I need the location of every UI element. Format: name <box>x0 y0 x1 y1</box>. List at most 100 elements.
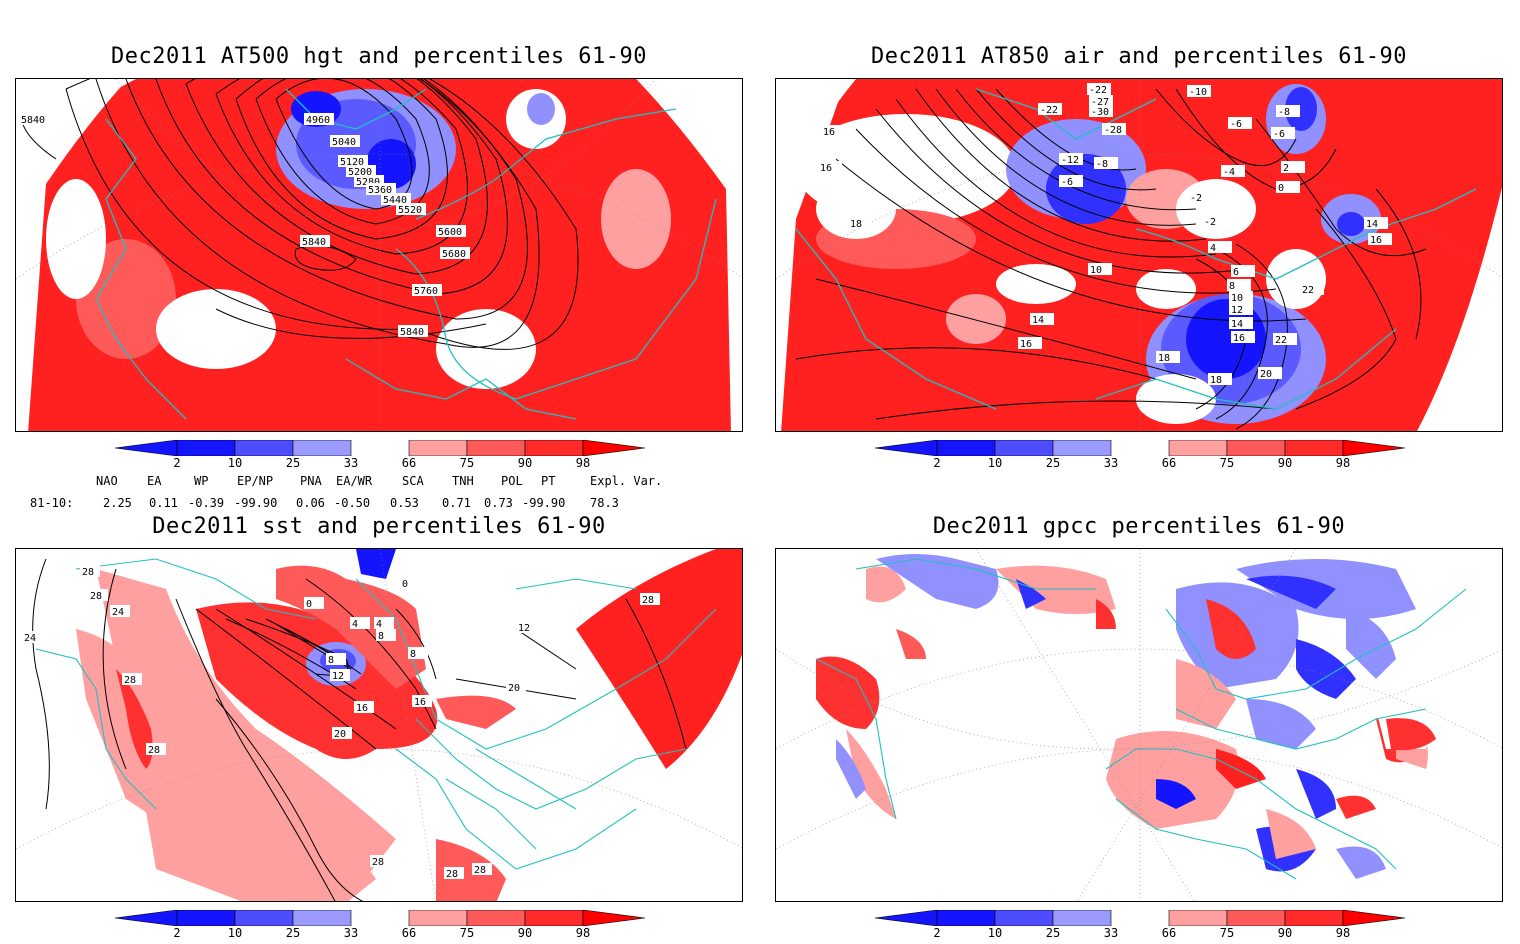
panel4-title: Dec2011 gpcc percentiles 61-90 <box>932 514 1346 539</box>
p3-label: 0 <box>402 579 408 590</box>
p3-label: 8 <box>378 631 384 642</box>
colorbar-top-right: 2 10 25 33 66 75 90 98 <box>875 440 1405 474</box>
p2-label: -27 <box>1091 97 1109 108</box>
p2-label: 10 <box>1090 265 1102 276</box>
p3-label: 28 <box>148 745 160 756</box>
cbar-tick: 98 <box>1335 926 1351 940</box>
cbar-tick: 10 <box>227 456 243 470</box>
p3-label: 20 <box>508 683 520 694</box>
p2-label: -6 <box>1230 119 1242 130</box>
stats-row-label: 81-10: <box>30 496 74 510</box>
p2-label: 4 <box>1210 243 1216 254</box>
stats-header-nao: NAO <box>96 474 118 488</box>
panel2-title: Dec2011 AT850 air and percentiles 61-90 <box>870 44 1408 69</box>
cbar-tick: 98 <box>575 456 591 470</box>
stats-value: 2.25 <box>103 496 132 510</box>
stats-value: -0.50 <box>334 496 371 510</box>
p3-label: 16 <box>414 697 426 708</box>
p2-label: -8 <box>1096 159 1108 170</box>
p1-label: 5120 <box>340 157 364 168</box>
p2-label: 14 <box>1032 315 1044 326</box>
p3-label: 16 <box>356 703 368 714</box>
p1-label: 5600 <box>438 227 462 238</box>
p3-label: 24 <box>24 633 36 644</box>
p1-label: 5840 <box>21 115 45 126</box>
p3-label: 28 <box>124 675 136 686</box>
p3-label: 8 <box>328 655 334 666</box>
p3-label: 8 <box>410 649 416 660</box>
p2-label: 16 <box>1020 339 1032 350</box>
stats-header-explvar: Expl. Var. <box>590 474 663 488</box>
p1-label: 5440 <box>383 195 407 206</box>
cbar-tick: 10 <box>987 926 1003 940</box>
p3-label: 28 <box>446 869 458 880</box>
p2-label: -22 <box>1089 85 1107 96</box>
stats-header-ea: EA <box>147 474 162 488</box>
colorbar-top-left: 2 10 25 33 66 75 90 98 <box>115 440 645 474</box>
cbar-tick: 90 <box>1277 456 1293 470</box>
p1-label: 5280 <box>356 177 380 188</box>
cbar-tick: 25 <box>1045 926 1061 940</box>
p2-label: 2 <box>1283 163 1289 174</box>
cbar-tick: 25 <box>285 926 301 940</box>
cbar-tick: 98 <box>575 926 591 940</box>
cbar-tick: 90 <box>517 926 533 940</box>
p1-label: 5760 <box>414 286 438 297</box>
panel2-map: -22 -22 -27 -30 -28 -12 -8 -6 -10 -8 -6 … <box>775 78 1503 432</box>
p3-label: 28 <box>642 595 654 606</box>
stats-value: -99.90 <box>234 496 278 510</box>
p2-label: 22 <box>1275 335 1287 346</box>
p1-label: 5360 <box>368 185 392 196</box>
stats-value: -0.39 <box>188 496 225 510</box>
stats-header-wp: WP <box>194 474 209 488</box>
p2-label: 16 <box>1233 333 1245 344</box>
p2-label: 18 <box>1158 353 1170 364</box>
cbar-tick: 33 <box>343 456 359 470</box>
p3-label: 28 <box>474 865 486 876</box>
cbar-tick: 33 <box>1103 456 1119 470</box>
cbar-tick: 66 <box>401 456 417 470</box>
p2-label: 10 <box>1231 293 1243 304</box>
p1-label: 5680 <box>442 249 466 260</box>
cbar-tick: 2 <box>173 456 181 470</box>
stats-header-eawr: EA/WR <box>336 474 373 488</box>
p3-label: 12 <box>332 671 344 682</box>
p2-label: 12 <box>1231 305 1243 316</box>
cbar-tick: 33 <box>343 926 359 940</box>
panel4-map <box>775 548 1503 902</box>
p2-label: 16 <box>1370 235 1382 246</box>
p2-label: -6 <box>1061 177 1073 188</box>
p2-label: -4 <box>1223 167 1235 178</box>
p3-label: 28 <box>90 591 102 602</box>
p2-label: 14 <box>1366 219 1378 230</box>
p2-label: -6 <box>1273 129 1285 140</box>
cbar-tick: 98 <box>1335 456 1351 470</box>
p2-label: -10 <box>1189 87 1207 98</box>
p2-label: 6 <box>1233 267 1239 278</box>
cbar-tick: 66 <box>1161 926 1177 940</box>
p2-label: 14 <box>1231 319 1243 330</box>
stats-header-pol: POL <box>501 474 523 488</box>
panel1-title: Dec2011 AT500 hgt and percentiles 61-90 <box>110 44 648 69</box>
p2-label: -12 <box>1061 155 1079 166</box>
cbar-tick: 66 <box>401 926 417 940</box>
panel3-title: Dec2011 sst and percentiles 61-90 <box>152 514 606 539</box>
p3-label: 4 <box>376 619 382 630</box>
cbar-tick: 2 <box>933 926 941 940</box>
p1-label: 4960 <box>306 115 330 126</box>
cbar-tick: 75 <box>1219 926 1235 940</box>
cbar-tick: 25 <box>285 456 301 470</box>
stats-header-tnh: TNH <box>452 474 474 488</box>
p2-label: -8 <box>1278 107 1290 118</box>
stats-value: 78.3 <box>590 496 619 510</box>
p3-label: 0 <box>306 599 312 610</box>
stats-header-epnp: EP/NP <box>237 474 274 488</box>
stats-value: 0.06 <box>296 496 325 510</box>
p3-label: 28 <box>82 567 94 578</box>
stats-value: 0.11 <box>149 496 178 510</box>
p2-label: 18 <box>850 219 862 230</box>
stats-header-pt: PT <box>541 474 556 488</box>
p1-label: 5840 <box>400 327 424 338</box>
p2-label: 0 <box>1278 183 1284 194</box>
cbar-tick: 2 <box>173 926 181 940</box>
